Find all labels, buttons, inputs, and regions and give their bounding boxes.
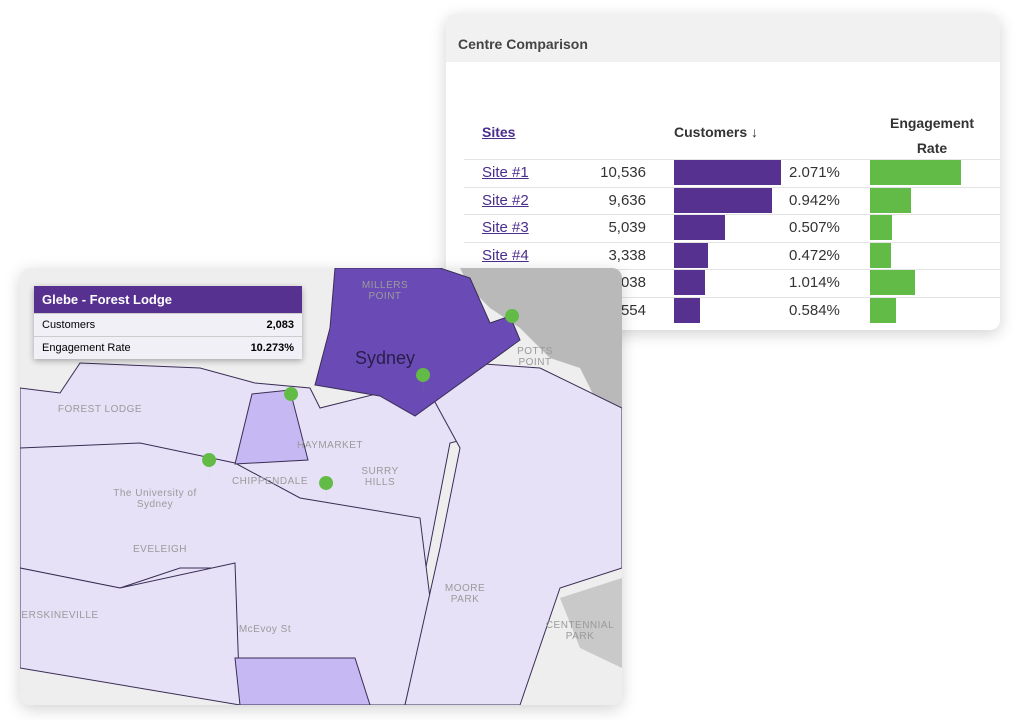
map-label: CENTENNIAL PARK (545, 620, 615, 642)
tooltip-value: 10.273% (250, 342, 294, 354)
customers-bar (674, 242, 708, 268)
row-divider (464, 159, 1000, 160)
map-label: HAYMARKET (297, 440, 363, 451)
row-divider (464, 241, 1000, 243)
map-label: Sydney (354, 348, 416, 368)
suburb-highlight (234, 389, 309, 465)
engagement-bar (870, 297, 896, 323)
customers-value: 9,636 (608, 191, 646, 209)
customers-value: 5,039 (608, 219, 646, 236)
water (460, 268, 622, 418)
site-link[interactable]: Site #2 (482, 191, 529, 209)
map-label: EVELEIGH (132, 544, 188, 555)
customers-bar (674, 187, 772, 213)
site-link[interactable]: Site #4 (482, 246, 529, 264)
water (560, 578, 622, 668)
suburb-highlight (234, 657, 371, 705)
engagement-value: 0.472% (789, 246, 840, 264)
card-title: Centre Comparison (446, 14, 1000, 62)
tooltip: Glebe - Forest Lodge Customers 2,083 Enga… (34, 286, 302, 359)
engagement-value: 0.507% (789, 219, 840, 236)
tooltip-row: Engagement Rate 10.273% (34, 336, 302, 359)
suburb-selected (314, 268, 521, 417)
pins (202, 309, 520, 507)
map-label: FOREST LODGE (57, 404, 143, 415)
engagement-header[interactable]: Engagement Rate (889, 115, 974, 156)
engagement-bar (870, 215, 893, 240)
tooltip-label: Customers (42, 319, 96, 331)
engagement-bar (870, 242, 891, 268)
engagement-bar (870, 187, 912, 213)
customers-bar (674, 160, 781, 185)
tooltip-value: 2,083 (266, 319, 294, 331)
engagement-value: 0.942% (789, 191, 840, 209)
map-label: ERSKINEVILLE (21, 610, 99, 621)
engagement-value: 2.071% (789, 164, 840, 181)
site-link[interactable]: Site #3 (482, 219, 529, 236)
engagement-bar (870, 270, 915, 295)
map-label: SURRY HILLS (361, 466, 399, 488)
map (20, 268, 622, 705)
tooltip-row: Customers 2,083 (34, 313, 302, 336)
map-label: POTTS POINT (517, 346, 553, 368)
customers-bar (674, 297, 700, 323)
map-label: MILLERS POINT (361, 280, 409, 302)
suburbs (20, 362, 622, 705)
customers-bar (674, 270, 705, 295)
row-divider (464, 269, 1000, 270)
site-link[interactable]: Site #1 (482, 164, 529, 181)
map-label: CHIPPENDALE (231, 476, 309, 487)
customers-bar (674, 215, 726, 240)
map-card: MILLERS POINT Sydney HAYMARKET SURRY HILLS C… (20, 268, 622, 705)
engagement-value: 1.014% (789, 274, 840, 291)
map-label: MOORE PARK (444, 583, 486, 605)
customers-header[interactable]: Customers ↓ (674, 124, 759, 140)
engagement-bar (870, 160, 961, 185)
tooltip-label: Engagement Rate (42, 342, 131, 354)
map-label: The University of Sydney (113, 488, 197, 510)
row-divider (464, 214, 1000, 215)
customers-value: 3,338 (608, 246, 646, 264)
customers-value: 10,536 (600, 164, 646, 181)
row-divider (464, 296, 1000, 298)
map-label: McEvoy St (238, 624, 292, 635)
sites-header[interactable]: Sites (482, 124, 516, 140)
tooltip-title: Glebe - Forest Lodge (34, 286, 302, 313)
engagement-value: 0.584% (789, 301, 840, 319)
row-divider (464, 186, 1000, 188)
